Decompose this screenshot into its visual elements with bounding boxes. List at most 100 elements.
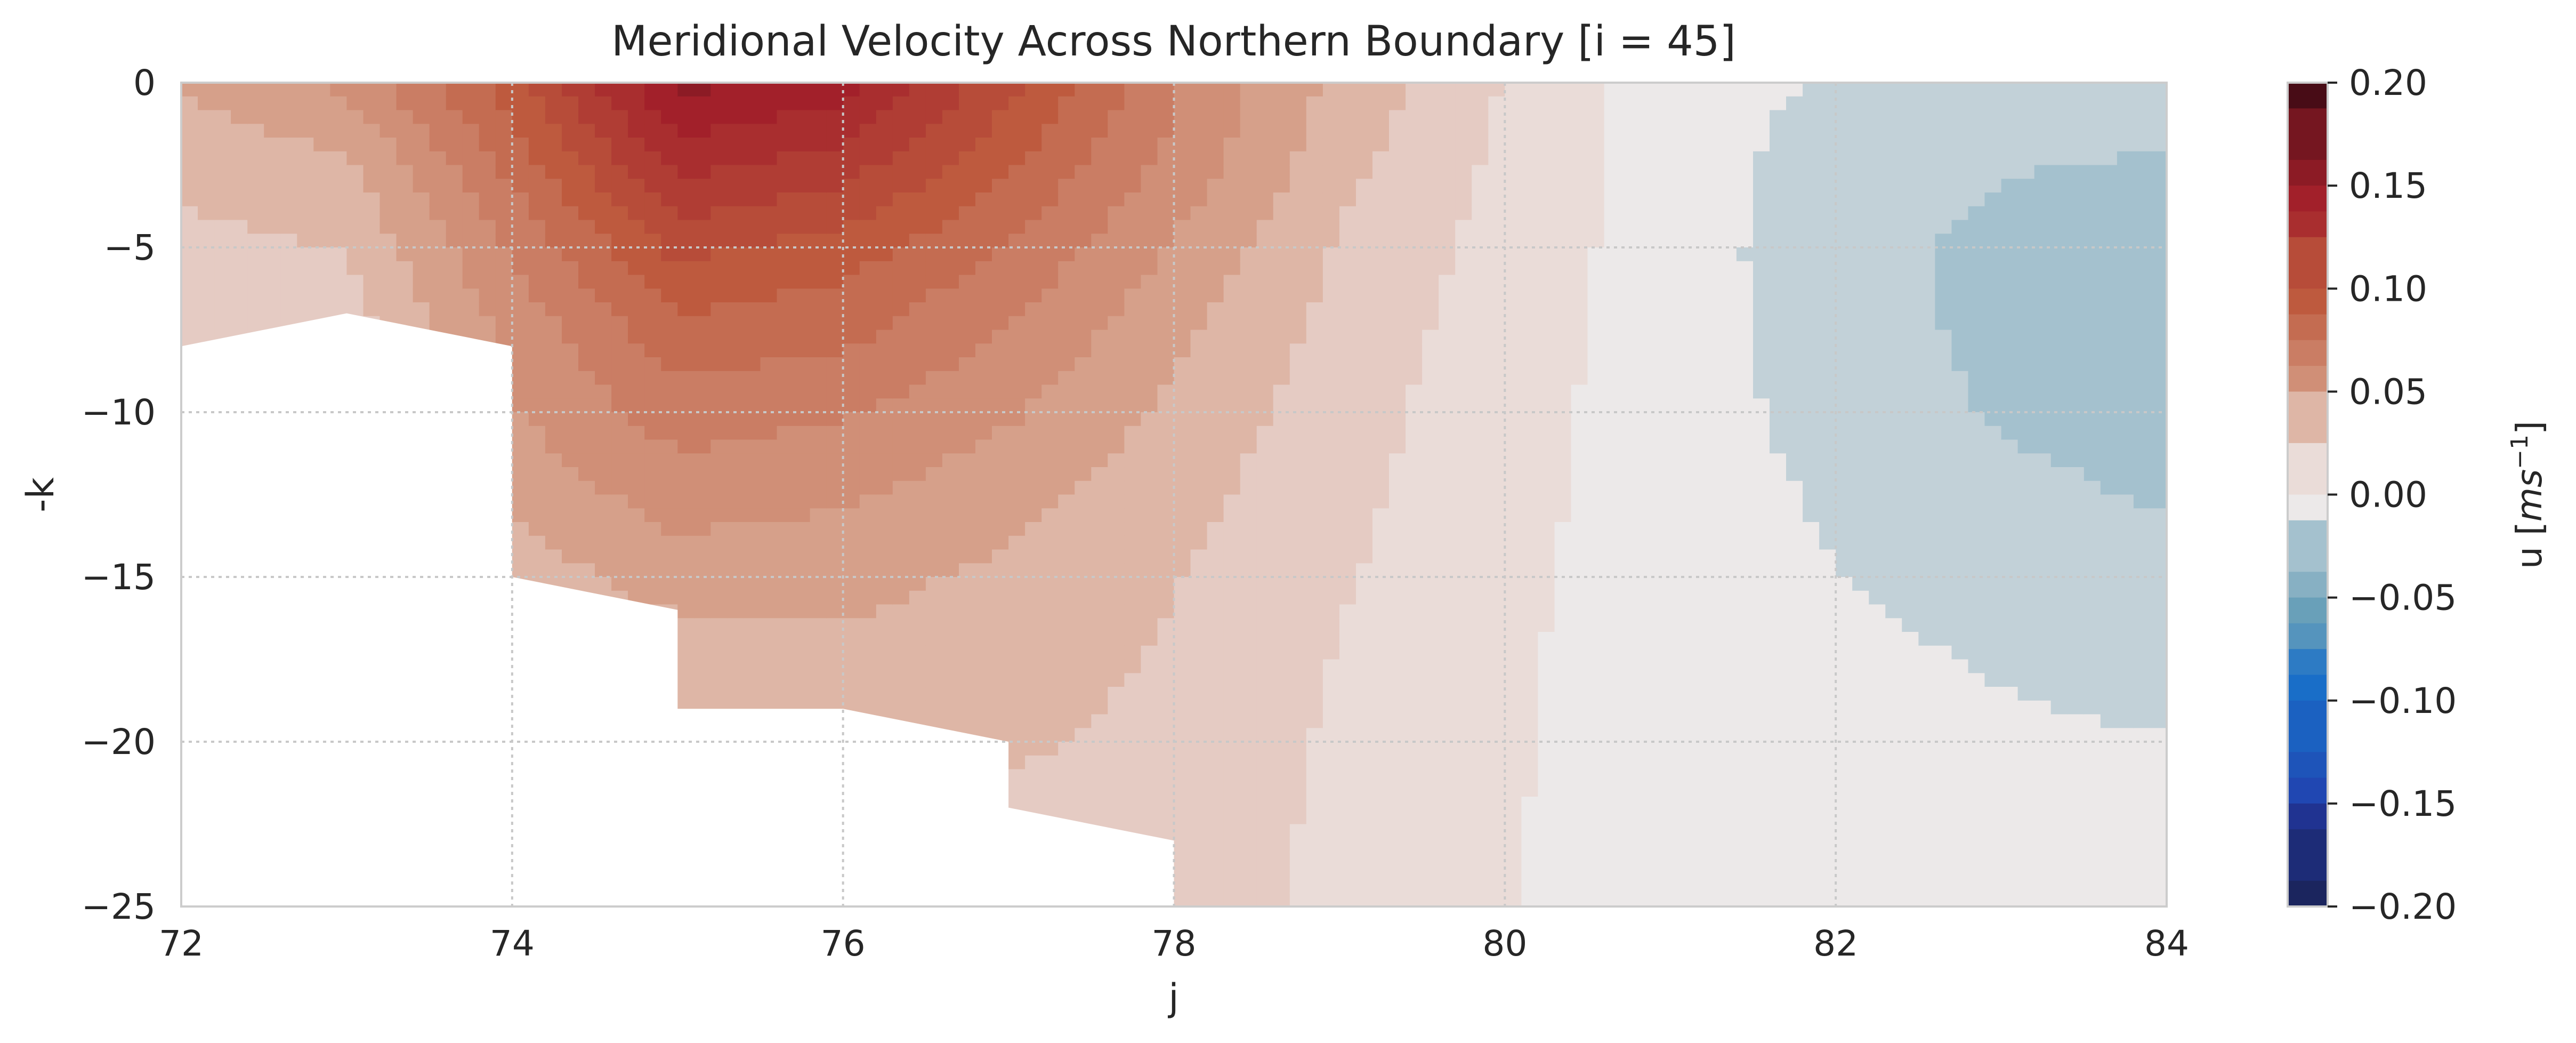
contour-cell	[727, 398, 745, 413]
contour-cell	[744, 590, 761, 605]
contour-cell	[1472, 206, 1489, 221]
contour-cell	[1488, 343, 1506, 358]
contour-cell	[578, 330, 595, 344]
contour-cell	[1190, 357, 1208, 372]
contour-cell	[1091, 755, 1109, 770]
contour-cell	[959, 618, 976, 633]
contour-cell	[1256, 893, 1274, 906]
contour-cell	[1322, 742, 1340, 756]
contour-cell	[297, 124, 314, 139]
contour-cell	[909, 96, 926, 111]
contour-cell	[1372, 261, 1390, 276]
contour-cell	[1207, 783, 1224, 798]
contour-cell	[1521, 852, 1539, 866]
contour-cell	[876, 138, 893, 152]
contour-cell	[1058, 673, 1076, 688]
contour-cell	[1339, 247, 1356, 262]
contour-cell	[1058, 124, 1076, 139]
contour-cell	[1422, 769, 1440, 784]
contour-cell	[810, 577, 827, 591]
contour-cell	[1505, 426, 1522, 440]
contour-cell	[1505, 494, 1522, 509]
contour-cell	[1256, 275, 1274, 290]
contour-cell	[1124, 439, 1142, 454]
contour-cell	[843, 371, 860, 386]
contour-cell	[528, 96, 546, 111]
contour-cell	[264, 192, 281, 207]
contour-cell	[1207, 700, 1224, 715]
contour-cell	[760, 165, 778, 180]
contour-cell	[495, 96, 513, 111]
contour-cell	[1174, 810, 1191, 825]
contour-cell	[1505, 783, 1522, 798]
contour-cell	[1091, 797, 1109, 811]
contour-cell	[975, 316, 992, 331]
contour-cell	[528, 398, 546, 413]
contour-cell	[925, 110, 943, 125]
contour-cell	[1174, 220, 1191, 235]
contour-cell	[793, 426, 811, 440]
contour-cell	[744, 316, 761, 331]
contour-cell	[1439, 384, 1456, 399]
contour-cell	[330, 138, 348, 152]
contour-cell	[1058, 247, 1076, 262]
contour-cell	[1256, 288, 1274, 303]
contour-cell	[1488, 192, 1506, 207]
contour-cell	[1058, 384, 1076, 399]
contour-cell	[1041, 316, 1059, 331]
contour-cell	[1041, 357, 1059, 372]
contour-cell	[677, 563, 695, 578]
contour-cell	[1455, 590, 1473, 605]
contour-cell	[727, 494, 745, 509]
contour-cell	[859, 206, 877, 221]
contour-cell	[1521, 700, 1539, 715]
contour-cell	[1207, 220, 1224, 235]
contour-cell	[528, 371, 546, 386]
contour-cell	[710, 384, 728, 399]
contour-cell	[1240, 426, 1257, 440]
contour-cell	[1389, 467, 1406, 482]
contour-cell	[744, 632, 761, 646]
contour-cell	[528, 206, 546, 221]
contour-cell	[1339, 687, 1356, 701]
contour-cell	[644, 302, 662, 317]
contour-cell	[744, 83, 761, 97]
contour-cell	[975, 522, 992, 536]
contour-cell	[1306, 590, 1323, 605]
contour-cell	[1041, 412, 1059, 427]
contour-cell	[528, 234, 546, 248]
contour-cell	[1322, 288, 1340, 303]
contour-cell	[1322, 728, 1340, 743]
contour-cell	[611, 261, 629, 276]
contour-cell	[661, 357, 679, 372]
contour-cell	[1025, 261, 1043, 276]
contour-cell	[1521, 343, 1539, 358]
contour-cell	[595, 138, 612, 152]
contour-cell	[1157, 302, 1175, 317]
contour-cell	[1422, 412, 1440, 427]
contour-cell	[826, 467, 844, 482]
contour-cell	[1356, 412, 1373, 427]
contour-cell	[611, 247, 629, 262]
contour-cell	[1554, 234, 1572, 248]
contour-cell	[1025, 549, 1043, 564]
contour-cell	[892, 563, 910, 578]
contour-cell	[1157, 288, 1175, 303]
contour-cell	[1389, 234, 1406, 248]
contour-cell	[1041, 124, 1059, 139]
contour-cell	[1174, 247, 1191, 262]
contour-cell	[1455, 769, 1473, 784]
contour-cell	[694, 288, 712, 303]
contour-cell	[644, 247, 662, 262]
contour-cell	[694, 247, 712, 262]
contour-cell	[330, 261, 348, 276]
contour-cell	[1538, 302, 1555, 317]
contour-cell	[1322, 893, 1340, 906]
contour-cell	[892, 316, 910, 331]
contour-cell	[1174, 302, 1191, 317]
contour-cell	[1008, 138, 1026, 152]
contour-cell	[181, 275, 198, 290]
contour-cell	[595, 563, 612, 578]
contour-cell	[479, 179, 496, 194]
contour-cell	[1339, 288, 1356, 303]
